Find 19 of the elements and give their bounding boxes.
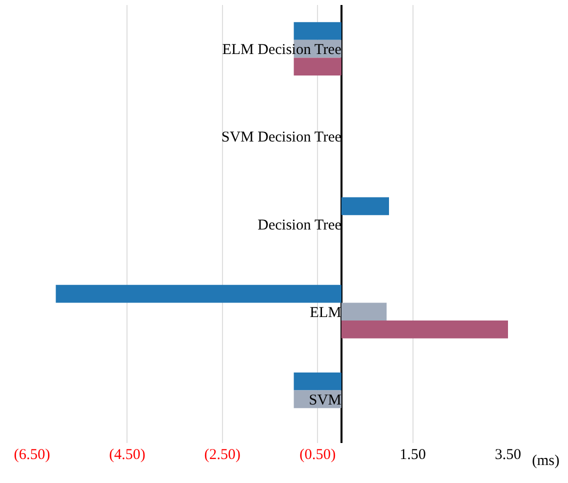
bar: [294, 58, 342, 76]
x-tick-label: (0.50): [299, 447, 336, 463]
x-tick-label: (2.50): [204, 447, 241, 463]
y-tick-label: SVM Decision Tree: [221, 130, 342, 146]
x-tick-label: 3.50: [494, 447, 522, 463]
x-tick-label: (4.50): [109, 447, 146, 463]
y-tick-label: ELM: [310, 304, 342, 321]
y-tick-label: Decision Tree: [258, 217, 342, 234]
bar: [294, 372, 342, 390]
bar: [341, 302, 387, 321]
bar: [56, 284, 342, 303]
y-tick-label: SVM: [308, 392, 342, 408]
bar: [341, 197, 389, 216]
x-axis-title: (ms): [532, 453, 560, 469]
x-tick-label: (6.50): [14, 447, 50, 463]
bar: [341, 320, 508, 338]
x-tick-label: 1.50: [400, 447, 426, 463]
y-tick-label: ELM Decision Tree: [222, 42, 342, 58]
bar: [294, 22, 342, 40]
